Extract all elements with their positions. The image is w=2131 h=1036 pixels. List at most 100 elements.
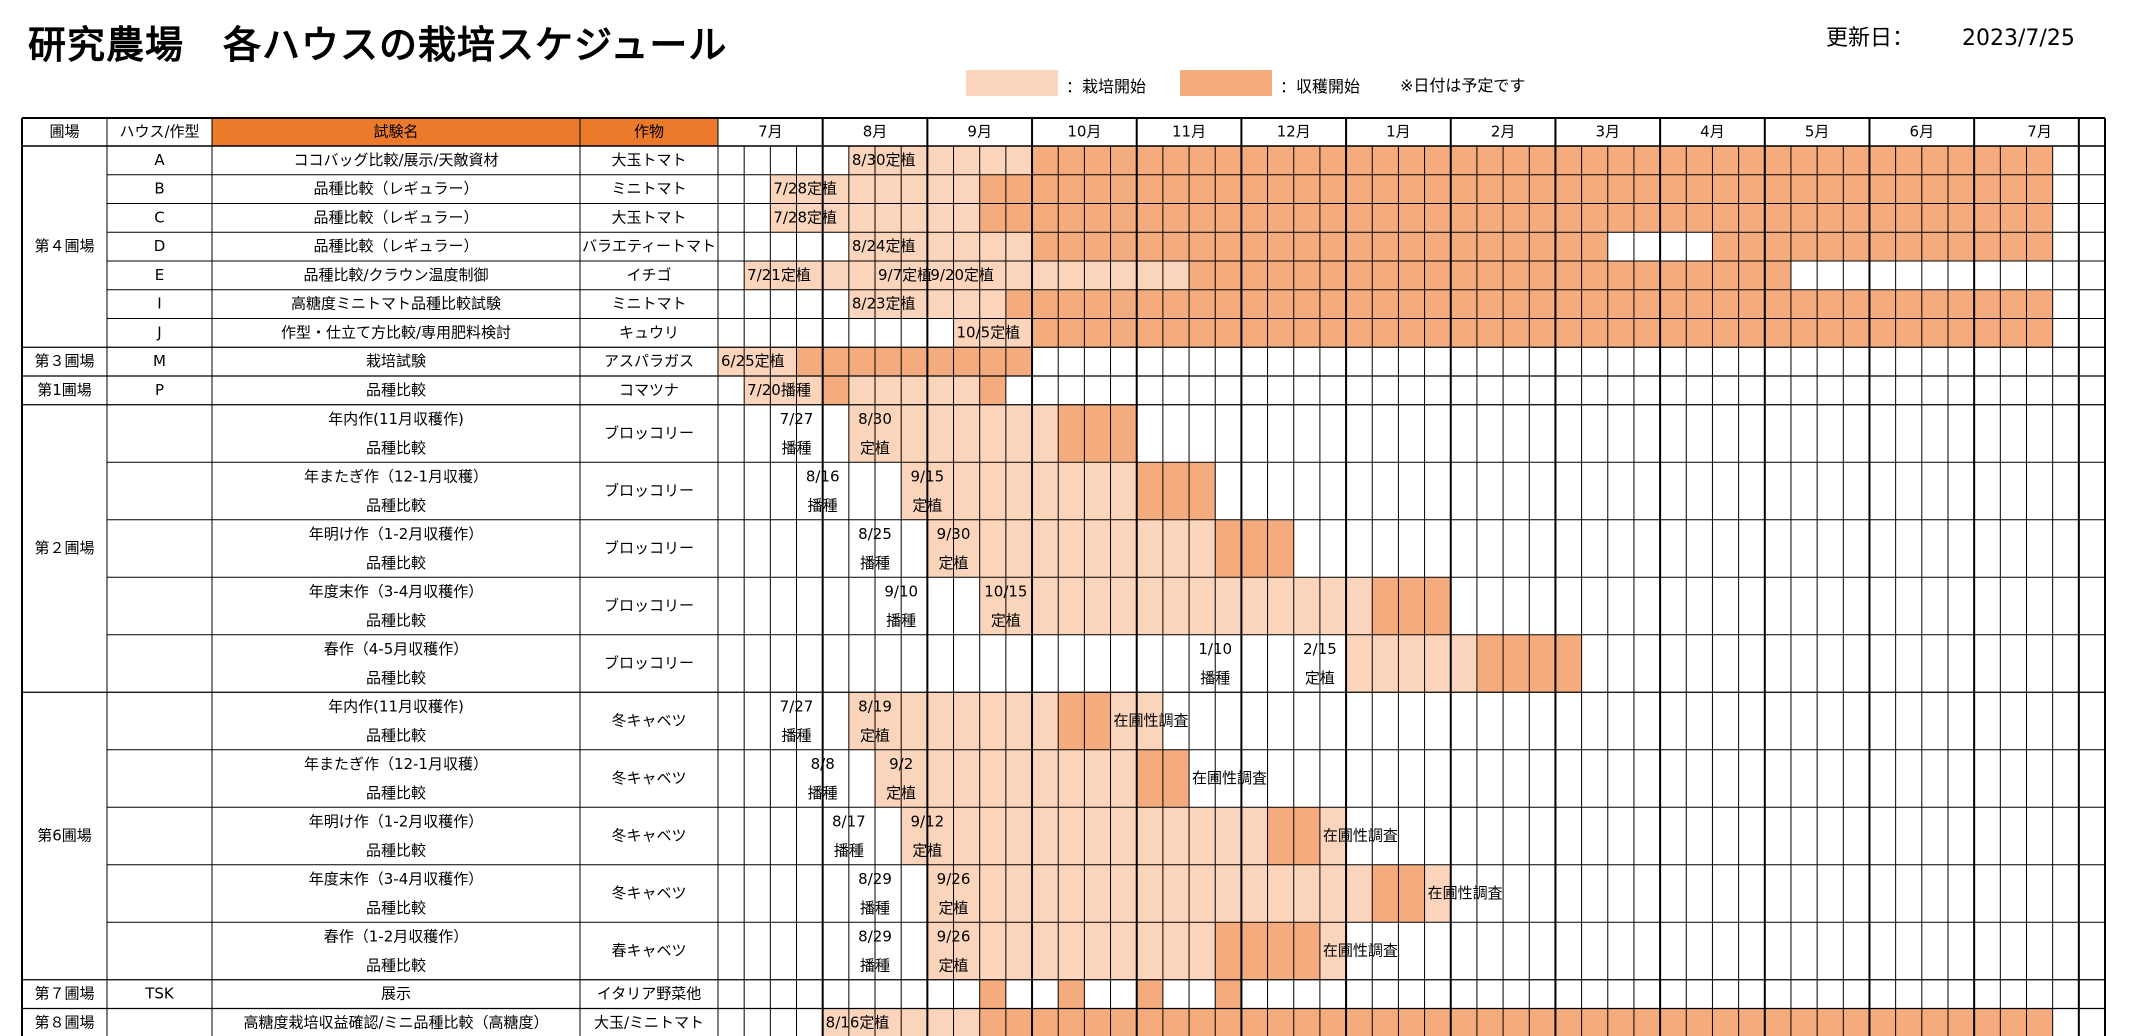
cultivation-cell — [1005, 232, 1033, 261]
harvest-cell — [1058, 318, 1085, 348]
cultivation-cell — [848, 289, 876, 319]
cultivation-cell — [1424, 634, 1451, 693]
harvest-cell — [1058, 1008, 1085, 1036]
harvest-cell — [1947, 146, 1975, 175]
harvest-cell — [1974, 289, 2001, 319]
harvest-cell — [1790, 289, 1818, 319]
harvest-cell — [1267, 318, 1294, 348]
header-crop: 作物 — [634, 123, 664, 141]
cultivation-cell — [927, 174, 954, 204]
harvest-cell — [979, 203, 1006, 233]
harvest-cell — [1110, 174, 1137, 204]
cultivation-cell — [1162, 261, 1190, 290]
crop-label: イチゴ — [626, 266, 671, 284]
trial-name: 展示 — [381, 985, 411, 1003]
harvest-cell — [1633, 146, 1661, 175]
trial-name: 品種比較（レギュラー） — [313, 180, 478, 198]
harvest-cell — [1555, 634, 1582, 693]
harvest-cell — [2026, 318, 2053, 348]
harvest-cell — [1084, 174, 1111, 204]
harvest-cell — [1476, 289, 1504, 319]
harvest-cell — [1686, 289, 1713, 319]
harvest-cell — [1503, 634, 1530, 693]
cultivation-cell — [953, 318, 980, 348]
trial-name: 品種比較（レギュラー） — [313, 237, 478, 255]
cultivation-cell — [927, 146, 954, 175]
harvest-cell — [1686, 174, 1713, 204]
cultivation-cell — [979, 462, 1006, 520]
cultivation-cell — [1189, 577, 1216, 635]
harvest-cell — [1084, 404, 1111, 463]
crop-label: アスパラガス — [604, 352, 694, 370]
harvest-cell — [1084, 232, 1111, 261]
harvest-cell — [1189, 462, 1216, 520]
harvest-cell — [1424, 289, 1451, 319]
cultivation-cell — [1084, 519, 1111, 578]
harvest-cell — [1843, 1008, 1870, 1036]
harvest-cell — [1607, 318, 1634, 348]
cultivation-cell — [875, 261, 902, 290]
cultivation-cell — [1032, 807, 1059, 865]
harvest-cell — [1136, 749, 1163, 808]
crop-label: 大玉トマト — [611, 151, 686, 169]
cultivation-cell — [1084, 577, 1111, 635]
cultivation-cell — [901, 261, 928, 290]
cultivation-cell — [1032, 749, 1059, 808]
harvest-cell — [1476, 174, 1504, 204]
trial-name: 品種比較/クラウン温度制御 — [303, 266, 488, 284]
schedule-action: 定植 — [860, 726, 890, 744]
cultivation-cell — [1032, 577, 1059, 635]
harvest-cell — [1189, 174, 1216, 204]
harvest-cell — [1764, 261, 1791, 290]
harvest-cell — [1633, 174, 1661, 204]
harvest-cell — [1267, 261, 1294, 290]
harvest-cell — [1319, 1008, 1347, 1036]
harvest-cell — [1058, 174, 1085, 204]
cultivation-cell — [901, 203, 928, 233]
cultivation-cell — [901, 232, 928, 261]
cultivation-cell — [1005, 261, 1033, 290]
harvest-cell — [1215, 174, 1242, 204]
month-label: 9月 — [967, 123, 992, 141]
cultivation-cell — [1136, 864, 1163, 923]
crop-label: イタリア野菜他 — [597, 985, 701, 1003]
harvest-cell — [1503, 318, 1530, 348]
harvest-cell — [1869, 1008, 1896, 1036]
crop-label: ミニトマト — [611, 295, 686, 313]
harvest-cell — [1503, 289, 1530, 319]
harvest-cell — [1084, 692, 1111, 750]
harvest-cell — [979, 347, 1006, 376]
cultivation-cell — [1162, 864, 1190, 923]
harvest-cell — [1529, 634, 1556, 693]
harvest-cell — [1293, 203, 1320, 233]
schedule-date: 9/26 — [937, 870, 971, 888]
cultivation-cell — [979, 232, 1006, 261]
cultivation-cell — [1110, 864, 1137, 923]
cultivation-cell — [953, 692, 980, 750]
harvest-cell — [1450, 289, 1477, 319]
cultivation-cell — [848, 261, 876, 290]
harvest-cell — [1005, 347, 1033, 376]
cultivation-cell — [796, 203, 823, 233]
house-label: I — [157, 295, 161, 313]
harvest-cell — [1686, 1008, 1713, 1036]
harvest-cell — [1032, 146, 1059, 175]
cultivation-cell — [1189, 864, 1216, 923]
trial-name: 年またぎ作（12-1月収穫） — [304, 755, 488, 773]
harvest-cell — [1058, 692, 1085, 750]
cultivation-cell — [979, 864, 1006, 923]
cultivation-cell — [1110, 922, 1137, 980]
harvest-cell — [1633, 261, 1661, 290]
trial-name: 品種比較 — [366, 899, 426, 917]
cultivation-cell — [875, 232, 902, 261]
cultivation-cell — [927, 864, 954, 923]
harvest-cell — [1058, 979, 1085, 1009]
harvest-cell — [1581, 289, 1608, 319]
cultivation-cell — [1005, 864, 1033, 923]
harvest-cell — [1398, 318, 1425, 348]
cultivation-cell — [1032, 261, 1059, 290]
harvest-cell — [1555, 174, 1582, 204]
harvest-cell — [1790, 146, 1818, 175]
harvest-cell — [1686, 146, 1713, 175]
